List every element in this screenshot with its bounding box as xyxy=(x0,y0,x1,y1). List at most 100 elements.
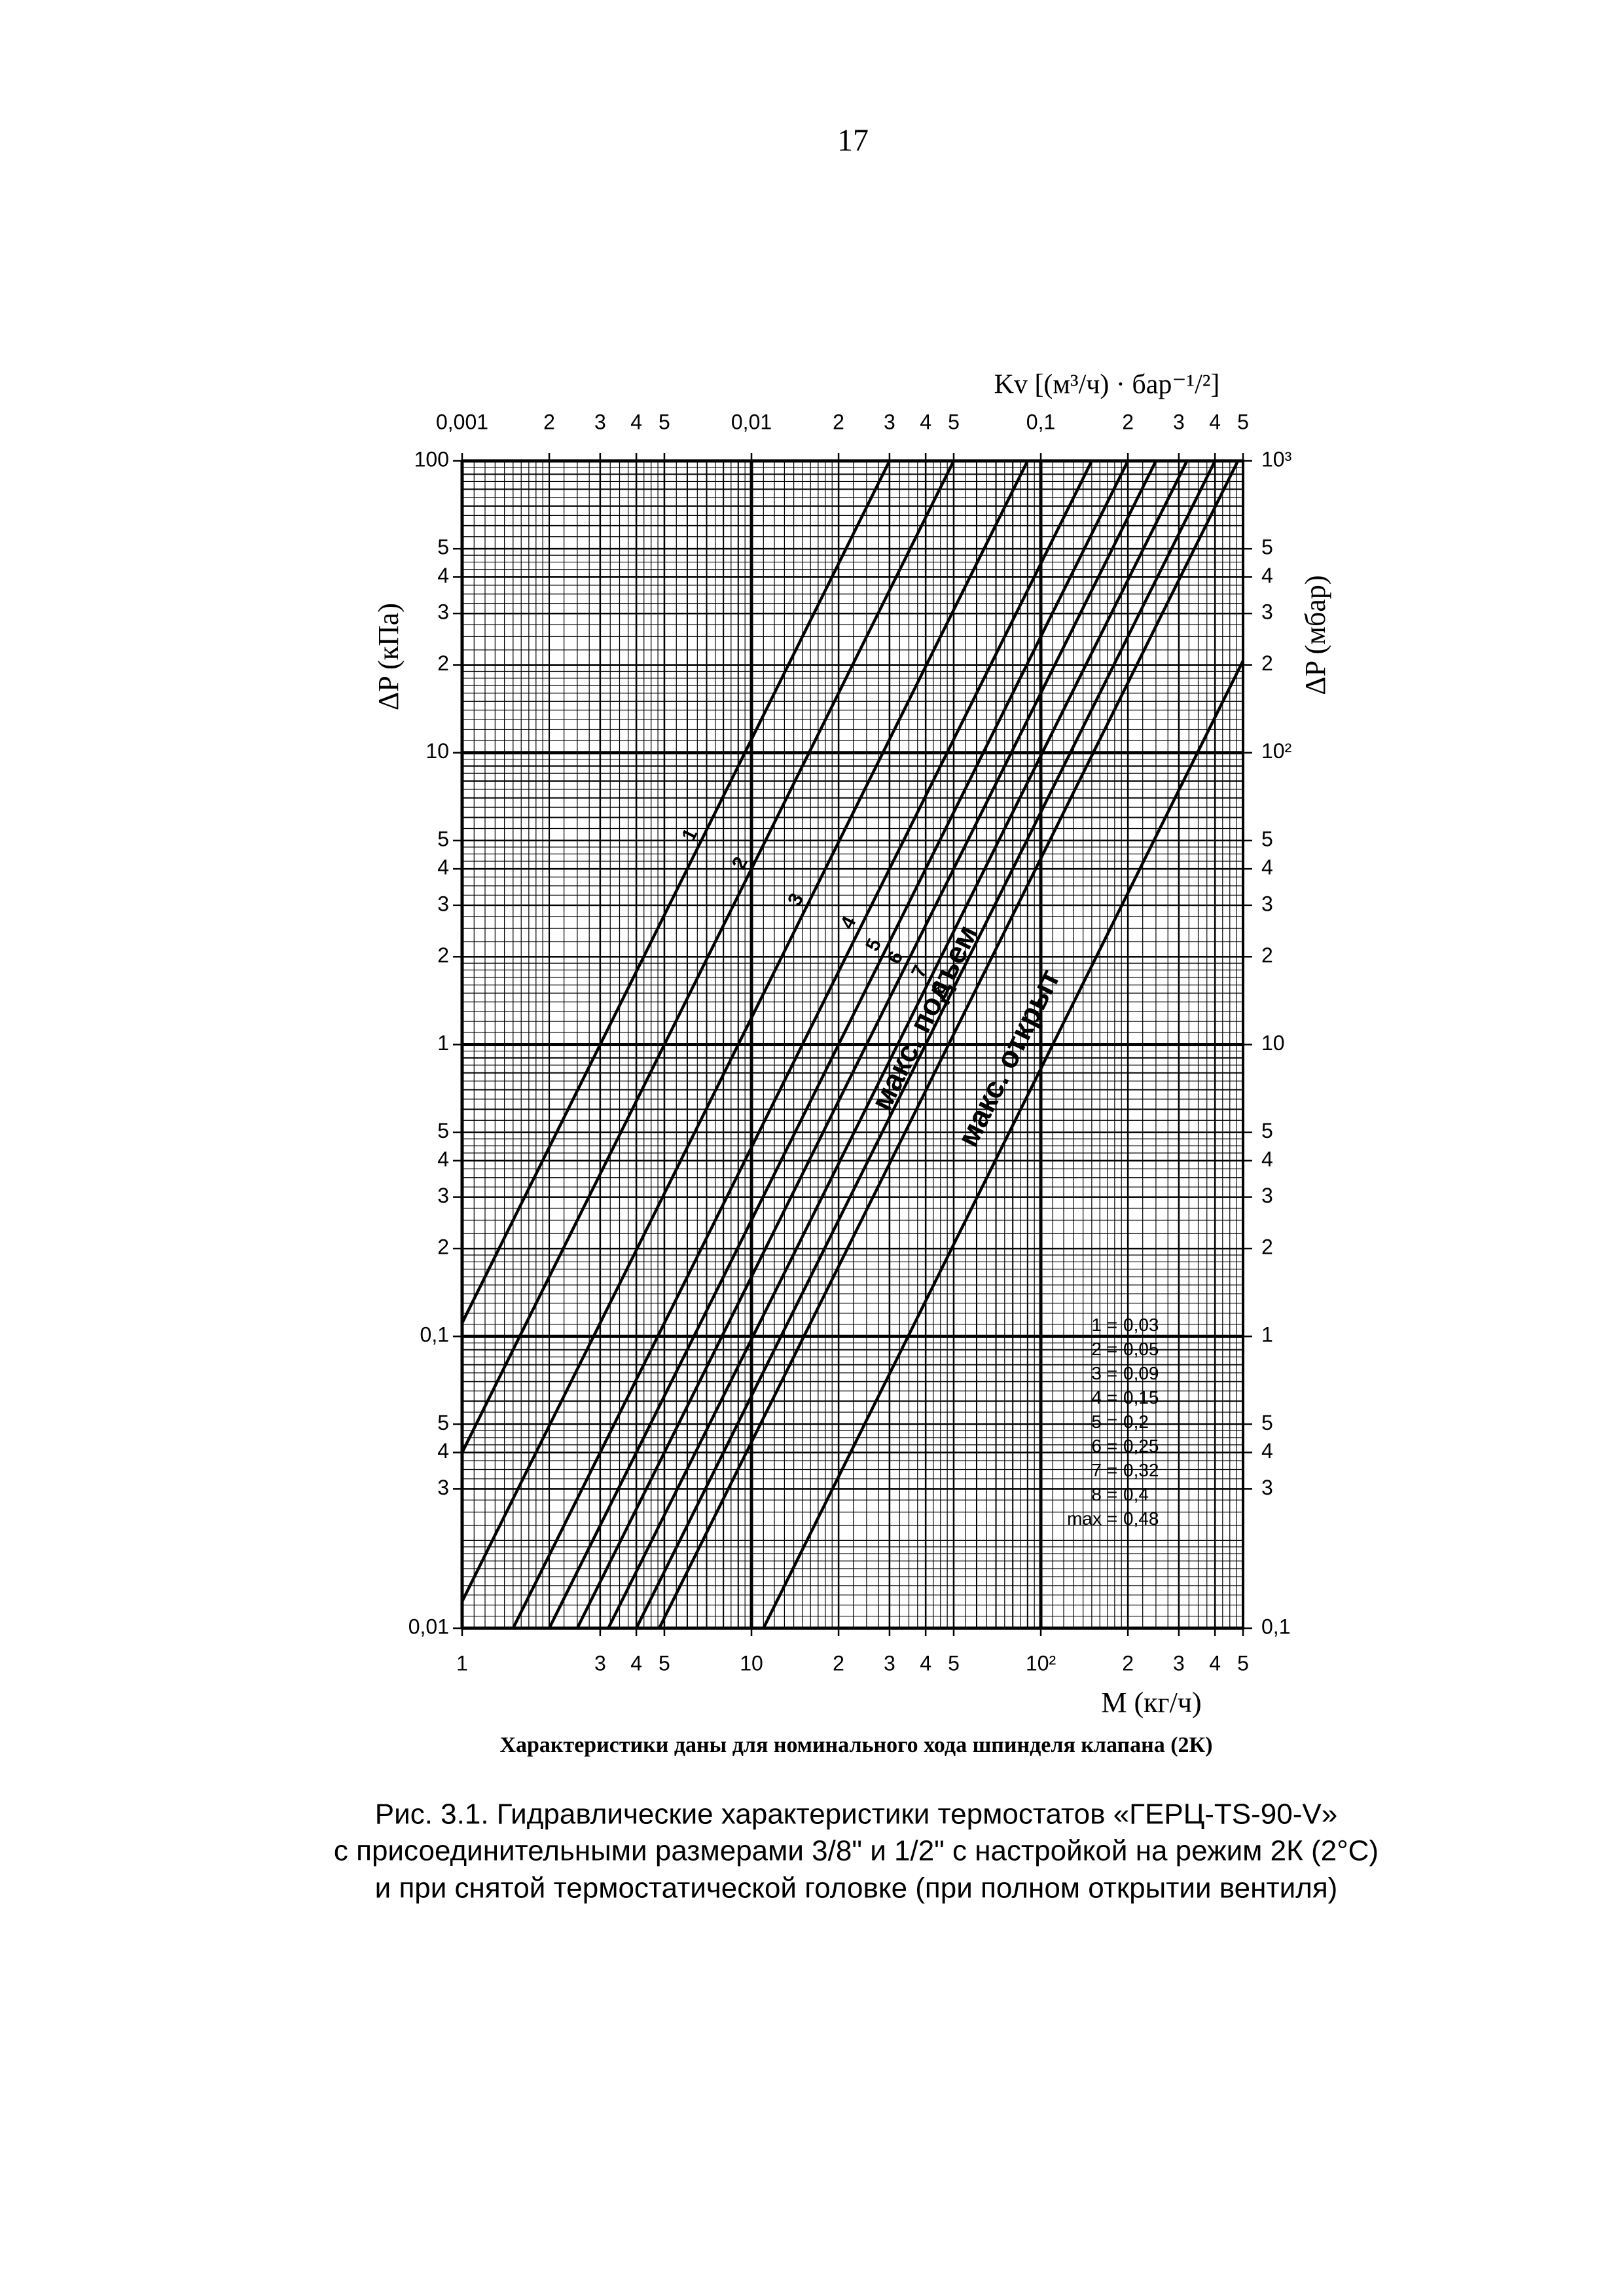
y-tick-label: 5 xyxy=(437,536,449,559)
y2-tick-label: 5 xyxy=(1261,1411,1273,1434)
y-tick-label: 5 xyxy=(437,1411,449,1434)
y-tick-label: 0,1 xyxy=(420,1323,449,1347)
x2-tick-label: 5 xyxy=(659,410,670,433)
y-tick-label: 3 xyxy=(437,1184,449,1207)
y-tick-label: 100 xyxy=(414,447,449,471)
y2-tick-label: 4 xyxy=(1261,564,1273,587)
legend-name: 5 xyxy=(1091,1412,1102,1432)
characteristic-line xyxy=(462,461,891,1326)
chart-note: Характеристики даны для номинального ход… xyxy=(499,1733,1212,1757)
y-tick-label: 2 xyxy=(437,651,449,675)
plot-frame xyxy=(461,460,1244,1630)
characteristic-line xyxy=(511,461,1093,1628)
legend-separator: = xyxy=(1107,1315,1117,1335)
x-tick-label: 2 xyxy=(1122,1651,1134,1675)
line-label: 4 xyxy=(837,913,861,932)
x-axis-title: M (кг/ч) xyxy=(1101,1686,1201,1719)
line-label: 3 xyxy=(784,890,808,909)
y-tick-label: 2 xyxy=(437,943,449,967)
characteristic-line xyxy=(462,461,1029,1605)
legend-name: max xyxy=(1067,1508,1102,1529)
legend-value: 0,25 xyxy=(1123,1436,1159,1456)
legend-value: 0,15 xyxy=(1123,1387,1159,1408)
y2-axis-title: ΔP (мбар) xyxy=(1299,575,1331,695)
legend-separator: = xyxy=(1107,1436,1117,1456)
characteristic-line xyxy=(548,461,1130,1628)
line-label: 2 xyxy=(728,854,752,873)
legend-name: 2 xyxy=(1091,1339,1102,1359)
legend-separator: = xyxy=(1107,1363,1117,1383)
y2-tick-label: 10² xyxy=(1261,739,1292,763)
page-number: 17 xyxy=(837,123,869,158)
x-tick-label: 3 xyxy=(1173,1651,1185,1675)
legend-value: 0,05 xyxy=(1123,1339,1159,1359)
x2-tick-label: 0,01 xyxy=(731,410,772,433)
legend-value: 0,2 xyxy=(1123,1412,1149,1432)
caption-line: и при снятой термостатической головке (п… xyxy=(375,1872,1338,1904)
x-tick-label: 1 xyxy=(456,1651,468,1675)
legend-value: 0,03 xyxy=(1123,1315,1159,1335)
legend-name: 4 xyxy=(1091,1387,1102,1408)
y-tick-label: 3 xyxy=(437,892,449,915)
y2-tick-label: 10 xyxy=(1261,1031,1285,1055)
y-tick-label: 5 xyxy=(437,1119,449,1142)
y2-tick-label: 5 xyxy=(1261,536,1273,559)
legend-separator: = xyxy=(1107,1339,1117,1359)
characteristic-line xyxy=(658,461,1240,1628)
legend-separator: = xyxy=(1107,1508,1117,1529)
line-label: 5 xyxy=(861,935,886,955)
y-tick-label: 1 xyxy=(437,1031,449,1055)
y2-tick-label: 5 xyxy=(1261,1119,1273,1142)
legend-separator: = xyxy=(1107,1460,1117,1480)
line-label: 6 xyxy=(883,948,907,968)
y2-tick-label: 3 xyxy=(1261,1476,1273,1499)
x-tick-label: 4 xyxy=(920,1651,931,1675)
x-tick-label: 5 xyxy=(948,1651,960,1675)
legend-separator: = xyxy=(1107,1484,1117,1504)
x-tick-label: 5 xyxy=(659,1651,670,1675)
y2-tick-label: 1 xyxy=(1261,1323,1273,1347)
lines xyxy=(462,461,1243,1628)
x-tick-label: 10 xyxy=(740,1651,763,1675)
x2-tick-label: 4 xyxy=(1209,410,1221,433)
x-tick-label: 4 xyxy=(1209,1651,1221,1675)
legend-value: 0,4 xyxy=(1123,1484,1149,1504)
y-tick-label: 3 xyxy=(437,1476,449,1499)
y2-tick-label: 2 xyxy=(1261,943,1273,967)
y-tick-label: 10 xyxy=(425,739,449,763)
y2-tick-label: 0,1 xyxy=(1261,1614,1290,1638)
y2-tick-label: 3 xyxy=(1261,892,1273,915)
y2-tick-label: 4 xyxy=(1261,1439,1273,1463)
characteristic-line xyxy=(462,461,955,1456)
legend-name: 7 xyxy=(1091,1460,1102,1480)
x2-tick-label: 3 xyxy=(1173,410,1185,433)
x-tick-label: 2 xyxy=(833,1651,844,1675)
x-tick-label: 3 xyxy=(594,1651,606,1675)
y2-tick-label: 3 xyxy=(1261,600,1273,624)
characteristic-line xyxy=(607,461,1189,1628)
x2-axis-title: Kv [(м³/ч) · бар⁻¹/²] xyxy=(994,370,1220,400)
characteristic-line xyxy=(762,657,1243,1628)
x-tick-label: 4 xyxy=(630,1651,642,1675)
x2-tick-label: 4 xyxy=(920,410,931,433)
x2-tick-label: 3 xyxy=(884,410,895,433)
y2-tick-label: 4 xyxy=(1261,1147,1273,1171)
y-tick-label: 3 xyxy=(437,600,449,624)
y-tick-label: 4 xyxy=(437,564,449,587)
x2-tick-label: 5 xyxy=(1237,410,1249,433)
x2-tick-label: 0,1 xyxy=(1026,410,1055,433)
x2-tick-label: 0,001 xyxy=(436,410,488,433)
legend-name: 1 xyxy=(1091,1315,1102,1335)
legend-name: 6 xyxy=(1091,1436,1102,1456)
x2-tick-label: 2 xyxy=(1122,410,1134,433)
caption-line: с присоединительными размерами 3/8" и 1/… xyxy=(334,1835,1379,1867)
x-tick-label: 5 xyxy=(1237,1651,1249,1675)
x2-tick-label: 4 xyxy=(630,410,642,433)
x2-tick-label: 3 xyxy=(594,410,606,433)
y2-tick-label: 4 xyxy=(1261,856,1273,879)
legend-separator: = xyxy=(1107,1412,1117,1432)
line-label: 1 xyxy=(677,825,702,845)
characteristic-line xyxy=(635,461,1217,1628)
y2-tick-label: 2 xyxy=(1261,1235,1273,1259)
